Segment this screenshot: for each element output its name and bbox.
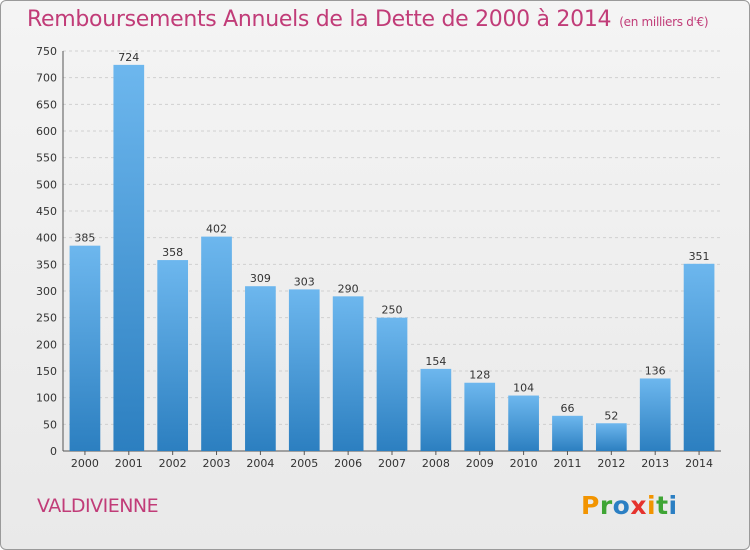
bar-value-label: 290 [338,282,359,295]
bar-value-label: 724 [118,51,139,64]
y-tick-label: 500 [36,178,57,191]
commune-name: VALDIVIENNE [37,495,159,517]
y-tick-label: 150 [36,365,57,378]
x-tick-label: 2014 [685,457,713,470]
title-unit: (en milliers d'€) [619,15,709,29]
x-tick-label: 2005 [290,457,318,470]
x-tick-label: 2013 [641,457,669,470]
bar-value-label: 66 [560,402,574,415]
logo-letter: r [599,491,613,520]
y-tick-label: 100 [36,392,57,405]
bar-2002[interactable] [157,260,189,451]
bar-value-label: 52 [604,409,618,422]
y-tick-label: 200 [36,338,57,351]
logo-letter: i [647,491,657,520]
x-tick-label: 2010 [510,457,538,470]
logo-letter: i [668,491,678,520]
y-tick-label: 750 [36,45,57,58]
bar-value-label: 154 [425,355,446,368]
y-tick-label: 450 [36,205,57,218]
bar-value-label: 402 [206,223,227,236]
proxiti-logo[interactable]: Proxiti [581,491,678,520]
bar-2001[interactable] [113,64,145,451]
bar-2012[interactable] [595,423,627,451]
bar-2014[interactable] [683,263,715,451]
bar-2008[interactable] [420,368,452,451]
title-text: Remboursements Annuels de la Dette de 20… [27,7,612,32]
x-tick-label: 2009 [466,457,494,470]
bar-2009[interactable] [464,382,496,451]
label-layer: 385 2000 724 2001 358 2002 402 2003 309 2004 303 20… [71,51,713,470]
x-tick-label: 2003 [203,457,231,470]
bar-value-label: 385 [74,232,95,245]
bar-2004[interactable] [245,286,276,451]
y-tick-label: 0 [50,445,57,458]
x-tick-label: 2011 [553,457,581,470]
y-tick-label: 700 [36,72,57,85]
y-tick-label: 250 [36,312,57,325]
logo-letter: P [581,491,600,520]
bar-value-label: 136 [645,364,666,377]
bar-layer [69,64,715,451]
bar-2005[interactable] [288,289,320,451]
axis-layer: 0 50 100 150 200 250 300 350 400 450 500 550 600 650 7… [36,45,721,458]
logo-letter: t [656,491,669,520]
logo-letter: x [630,491,647,520]
bar-value-label: 250 [382,304,403,317]
y-tick-label: 300 [36,285,57,298]
logo-letter: o [612,491,631,520]
bar-2003[interactable] [201,236,232,451]
bar-value-label: 128 [469,369,490,382]
bar-2010[interactable] [508,395,539,451]
bar-2007[interactable] [376,317,408,451]
bar-value-label: 309 [250,272,271,285]
y-tick-label: 400 [36,232,57,245]
x-tick-label: 2007 [378,457,406,470]
bar-value-label: 104 [513,382,534,395]
bar-2000[interactable] [69,245,101,451]
y-tick-label: 650 [36,98,57,111]
x-tick-label: 2000 [71,457,99,470]
bar-2011[interactable] [552,415,583,451]
y-tick-label: 50 [43,418,57,431]
x-tick-label: 2012 [597,457,625,470]
bar-value-label: 303 [294,275,315,288]
y-tick-label: 600 [36,125,57,138]
bar-2013[interactable] [639,378,671,451]
x-tick-label: 2004 [246,457,274,470]
x-tick-label: 2006 [334,457,362,470]
x-tick-label: 2002 [159,457,187,470]
bar-value-label: 351 [689,250,710,263]
bar-2006[interactable] [332,296,364,451]
x-tick-label: 2008 [422,457,450,470]
bar-value-label: 358 [162,246,183,259]
y-tick-label: 350 [36,258,57,271]
chart-title: Remboursements Annuels de la Dette de 20… [27,7,709,32]
x-tick-label: 2001 [115,457,143,470]
y-tick-label: 550 [36,152,57,165]
